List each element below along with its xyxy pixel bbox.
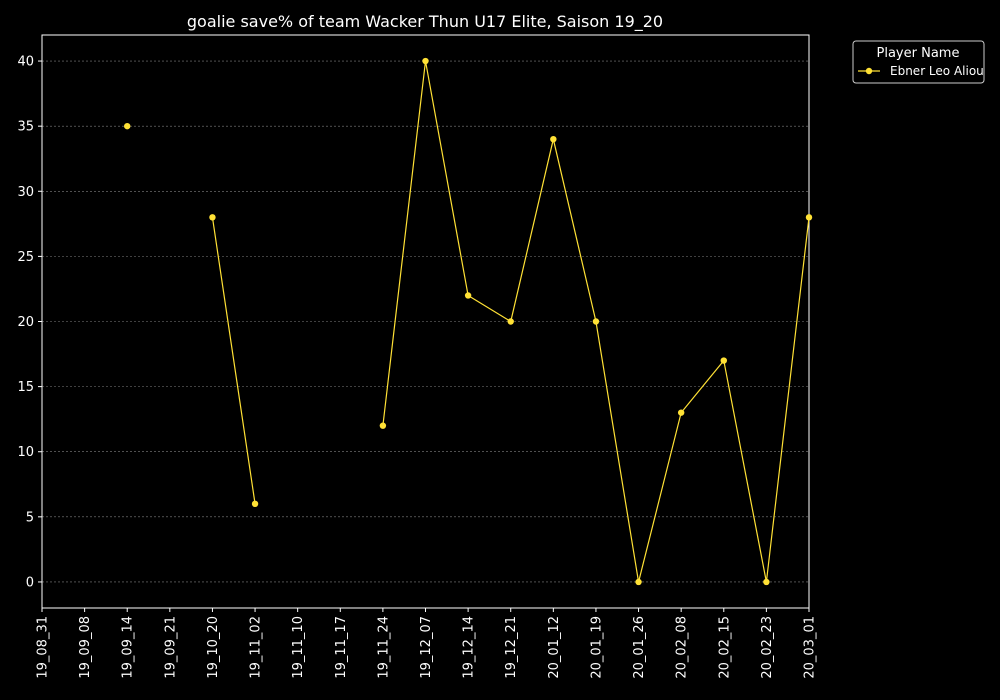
data-point — [635, 579, 641, 585]
legend-marker-swatch — [866, 68, 872, 74]
y-tick-label: 5 — [26, 510, 34, 525]
data-point — [678, 409, 684, 415]
chart-title: goalie save% of team Wacker Thun U17 Eli… — [187, 12, 663, 32]
x-tick-label: 20_01_12 — [547, 616, 562, 679]
series-line — [212, 217, 255, 504]
data-point — [380, 422, 386, 428]
y-tick-label: 25 — [17, 250, 34, 265]
legend-entry-label: Ebner Leo Aliou — [890, 64, 984, 78]
x-tick-label: 19_12_07 — [419, 616, 434, 679]
y-tick-label: 40 — [17, 55, 34, 70]
x-tick-label: 19_11_24 — [376, 616, 391, 679]
data-point — [763, 579, 769, 585]
grid-lines — [42, 61, 809, 582]
data-point — [721, 357, 727, 363]
x-tick-label: 20_02_08 — [675, 616, 690, 679]
legend: Player Name Ebner Leo Aliou — [853, 41, 984, 83]
x-axis: 19_08_31 19_09_08 19_09_14 19_09_21 19_10_20… — [36, 608, 818, 679]
y-axis: 0 5 10 15 20 25 30 35 40 — [17, 55, 42, 591]
y-tick-label: 20 — [17, 315, 34, 330]
x-tick-label: 19_09_14 — [121, 616, 136, 679]
data-point — [550, 136, 556, 142]
data-point — [508, 318, 514, 324]
data-point — [422, 58, 428, 64]
x-tick-label: 19_12_14 — [462, 616, 477, 679]
x-tick-label: 19_11_02 — [249, 616, 264, 679]
data-point — [252, 501, 258, 507]
y-tick-label: 15 — [17, 380, 34, 395]
legend-title: Player Name — [877, 46, 960, 61]
data-point — [209, 214, 215, 220]
x-tick-label: 20_01_19 — [589, 616, 604, 679]
x-tick-label: 19_10_20 — [206, 616, 221, 679]
x-tick-label: 19_09_21 — [163, 616, 178, 679]
y-tick-label: 35 — [17, 120, 34, 135]
data-point — [124, 123, 130, 129]
x-tick-label: 20_02_15 — [717, 616, 732, 679]
x-tick-label: 20_01_26 — [632, 616, 647, 679]
x-tick-label: 20_02_23 — [760, 616, 775, 679]
plot-frame — [42, 35, 809, 608]
x-tick-label: 19_09_08 — [78, 616, 93, 679]
x-tick-label: 20_03_01 — [803, 616, 818, 679]
x-tick-label: 19_12_21 — [504, 616, 519, 679]
data-point — [806, 214, 812, 220]
data-point — [593, 318, 599, 324]
x-tick-label: 19_11_10 — [291, 616, 306, 679]
data-point — [465, 292, 471, 298]
y-tick-label: 0 — [26, 575, 34, 590]
y-tick-label: 30 — [17, 185, 34, 200]
x-tick-label: 19_11_17 — [334, 616, 349, 679]
y-tick-label: 10 — [17, 445, 34, 460]
x-tick-label: 19_08_31 — [36, 616, 51, 679]
